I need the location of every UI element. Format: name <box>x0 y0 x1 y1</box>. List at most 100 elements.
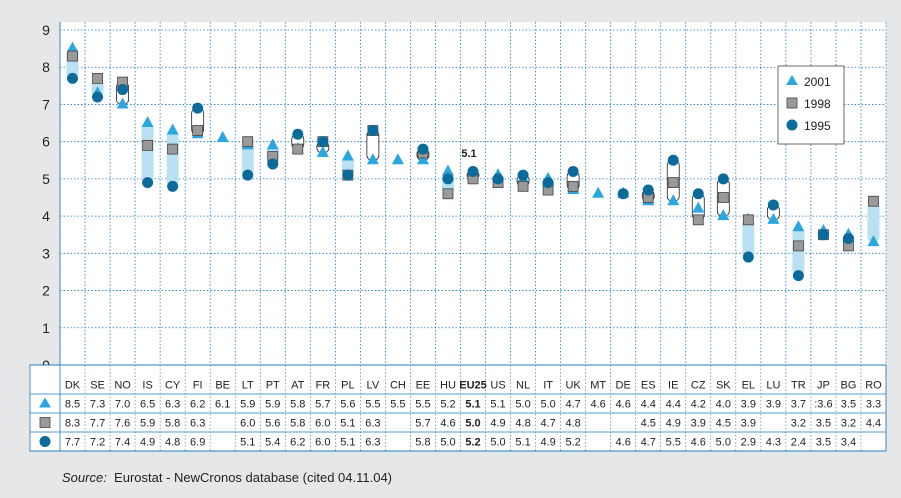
marker-1995 <box>667 154 679 166</box>
table-value: 4.7 <box>565 399 580 411</box>
table-value: 5.5 <box>666 437 681 449</box>
table-value: 5.9 <box>240 399 255 411</box>
marker-1995 <box>267 158 279 170</box>
table-value: 5.7 <box>415 418 430 430</box>
marker-1995 <box>767 199 779 211</box>
marker-2001 <box>416 153 429 165</box>
marker-1998 <box>167 143 179 155</box>
table-value: 5.0 <box>465 418 480 430</box>
table-value: 4.6 <box>616 437 631 449</box>
table-value: 5.2 <box>465 437 480 449</box>
table-value: 4.7 <box>540 418 555 430</box>
table-value: 6.2 <box>290 437 305 449</box>
marker-1998 <box>692 214 704 226</box>
marker-1995 <box>317 136 329 148</box>
marker-1995 <box>467 165 479 177</box>
table-value: 5.8 <box>290 399 305 411</box>
category-label: SE <box>90 380 105 392</box>
category-label: LU <box>766 380 780 392</box>
table-value: 4.6 <box>691 437 706 449</box>
table-value: 7.7 <box>90 418 105 430</box>
table-value: 3.5 <box>841 399 856 411</box>
category-label: BG <box>841 380 857 392</box>
marker-1998 <box>92 72 103 84</box>
table-value: 4.8 <box>165 437 180 449</box>
marker-1998 <box>868 195 879 207</box>
marker-1995 <box>292 128 304 140</box>
y-tick-label: 1 <box>42 320 50 336</box>
marker-1995 <box>367 125 379 136</box>
category-label: FR <box>315 380 330 392</box>
table-value: 4.9 <box>490 418 505 430</box>
marker-1995 <box>417 143 429 155</box>
marker-1995 <box>117 84 129 96</box>
range-bar <box>742 219 755 258</box>
marker-1998 <box>517 180 529 192</box>
table-value: 5.9 <box>140 418 155 430</box>
y-tick-label: 3 <box>42 245 50 261</box>
marker-2001 <box>391 153 404 165</box>
category-label: UK <box>565 380 581 392</box>
category-label: IS <box>142 380 152 392</box>
range-bar <box>792 227 805 276</box>
category-label: IT <box>543 380 553 392</box>
category-label: SK <box>716 380 731 392</box>
table-value: 5.0 <box>515 399 530 411</box>
table-value: 5.6 <box>265 418 280 430</box>
category-label: HU <box>440 380 456 392</box>
table-value: 3.4 <box>841 437 856 449</box>
table-value: 7.4 <box>115 437 130 449</box>
table-value: 3.2 <box>791 418 806 430</box>
marker-2001 <box>166 123 179 135</box>
table-value: 5.5 <box>390 399 405 411</box>
marker-1995 <box>242 169 254 181</box>
category-label: EU25 <box>459 380 487 392</box>
marker-1995 <box>842 232 854 244</box>
table-value: 5.0 <box>490 437 505 449</box>
marker-2001 <box>592 186 605 198</box>
category-label: ES <box>641 380 656 392</box>
table-1998-icon <box>39 417 51 428</box>
marker-1998 <box>742 214 754 226</box>
marker-2001 <box>366 153 379 165</box>
table-value: 4.9 <box>140 437 155 449</box>
table-value: 5.4 <box>265 437 280 449</box>
category-label: NO <box>114 380 131 392</box>
table-value: 3.9 <box>741 399 756 411</box>
y-tick-label: 7 <box>42 96 50 112</box>
table-value: 3.5 <box>816 437 831 449</box>
table-value: 5.2 <box>440 399 455 411</box>
table-value: 5.0 <box>716 437 731 449</box>
table-value: 7.2 <box>90 437 105 449</box>
range-bar <box>166 130 179 187</box>
eu25-value-label: 5.1 <box>461 148 476 160</box>
range-bar <box>867 201 880 243</box>
marker-1995 <box>67 72 79 84</box>
table-1995-icon <box>39 436 51 447</box>
table-value: 5.2 <box>565 437 580 449</box>
marker-2001 <box>692 201 705 213</box>
marker-2001 <box>667 194 680 206</box>
category-label: TR <box>791 380 806 392</box>
category-label: FI <box>193 380 203 392</box>
table-value: 4.4 <box>866 418 881 430</box>
legend-label: 1995 <box>804 119 831 133</box>
table-value: 4.4 <box>666 399 681 411</box>
marker-1995 <box>792 270 804 282</box>
table-value: 2.9 <box>741 437 756 449</box>
marker-1995 <box>567 165 579 177</box>
plot-area <box>60 22 886 365</box>
table-value: 5.1 <box>240 437 255 449</box>
table-value: 4.6 <box>591 399 606 411</box>
marker-1998 <box>242 136 254 148</box>
table-value: :3.6 <box>814 399 832 411</box>
marker-2001 <box>216 130 229 142</box>
table-value: 4.7 <box>641 437 656 449</box>
table-value: 5.1 <box>340 437 355 449</box>
category-label: CH <box>390 380 406 392</box>
marker-1995 <box>617 188 629 200</box>
data-table <box>29 364 887 452</box>
marker-1995 <box>442 173 454 185</box>
marker-2001 <box>792 220 805 232</box>
